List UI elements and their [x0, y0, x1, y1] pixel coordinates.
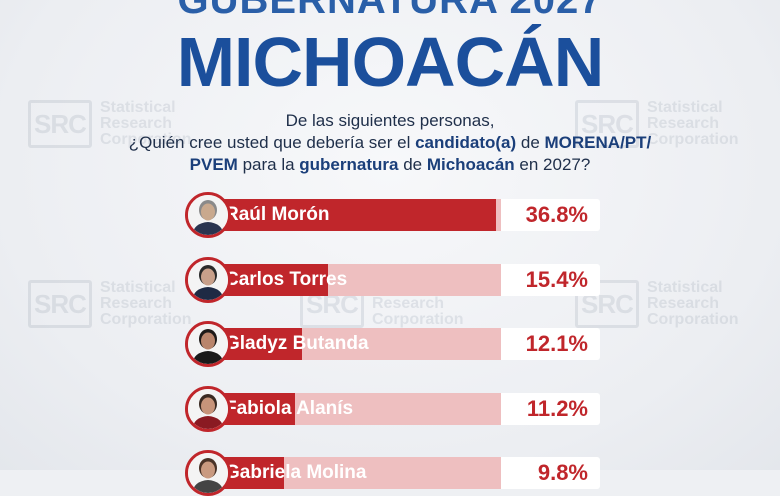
bar-row: Fabiola Alanís 11.2%	[185, 386, 600, 432]
avatar	[185, 450, 231, 496]
bar-label: Gladyz Butanda	[225, 328, 369, 360]
data-label: 11.2%	[527, 393, 588, 425]
bar-label: Raúl Morón	[225, 199, 330, 231]
person-icon	[188, 324, 228, 364]
person-icon	[188, 389, 228, 429]
bar-row: Gabriela Molina 9.8%	[185, 450, 600, 496]
bar-chart: Raúl Morón 36.8% Carlos Torres 15.4% Gladyz …	[0, 0, 780, 470]
person-icon	[188, 260, 228, 300]
bar-label: Gabriela Molina	[225, 457, 366, 489]
bar-label: Carlos Torres	[225, 264, 347, 296]
bar-row: Gladyz Butanda 12.1%	[185, 321, 600, 367]
bar-label: Fabiola Alanís	[225, 393, 353, 425]
person-icon	[188, 453, 228, 493]
bar-row: Raúl Morón 36.8%	[185, 192, 600, 238]
data-label: 15.4%	[526, 264, 588, 296]
avatar	[185, 257, 231, 303]
avatar	[185, 386, 231, 432]
avatar	[185, 192, 231, 238]
data-label: 36.8%	[526, 199, 588, 231]
avatar	[185, 321, 231, 367]
person-icon	[188, 195, 228, 235]
bar-row: Carlos Torres 15.4%	[185, 257, 600, 303]
data-label: 9.8%	[538, 457, 588, 489]
data-label: 12.1%	[526, 328, 588, 360]
